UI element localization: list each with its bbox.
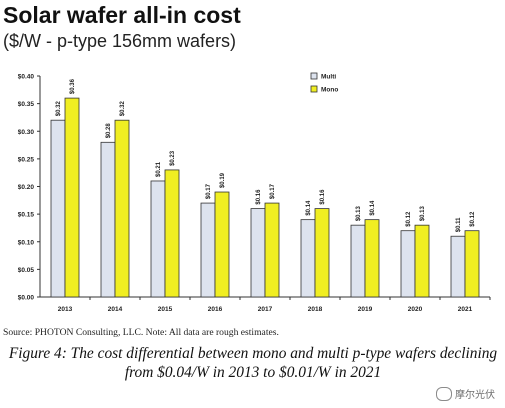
x-tick-label: 2020 <box>408 306 423 313</box>
data-label: $0.11 <box>456 217 462 232</box>
x-tick-label: 2013 <box>58 306 73 313</box>
y-tick-label: $0.00 <box>18 295 35 302</box>
y-tick-label: $0.30 <box>18 129 35 136</box>
data-label: $0.28 <box>106 123 112 139</box>
legend-swatch <box>310 85 318 93</box>
y-tick-label: $0.15 <box>18 212 35 219</box>
bar-mono <box>164 169 180 298</box>
bar-multi <box>450 235 466 298</box>
data-label: $0.14 <box>370 200 376 216</box>
data-label: $0.16 <box>320 189 326 205</box>
bar-multi <box>50 119 66 298</box>
legend-swatch <box>310 72 318 80</box>
watermark: 摩尔光伏 <box>436 386 495 401</box>
bar-mono <box>314 208 330 298</box>
data-label: $0.13 <box>420 205 426 221</box>
y-tick-label: $0.20 <box>18 184 35 191</box>
data-label: $0.19 <box>220 172 226 188</box>
wechat-icon <box>436 386 452 401</box>
bar-mono <box>214 191 230 298</box>
x-tick-label: 2018 <box>308 306 323 313</box>
y-tick-label: $0.25 <box>18 156 35 163</box>
x-tick-label: 2021 <box>458 306 473 313</box>
bar-multi <box>350 224 366 298</box>
bar-multi <box>150 180 166 298</box>
y-tick-label: $0.10 <box>18 239 35 246</box>
bar-multi <box>400 230 416 298</box>
bar-multi <box>100 141 116 298</box>
y-tick-label: $0.40 <box>18 74 35 81</box>
data-label: $0.17 <box>206 183 212 199</box>
bar-multi <box>300 219 316 298</box>
data-label: $0.12 <box>406 211 412 227</box>
data-label: $0.36 <box>70 78 76 94</box>
chart-subtitle: ($/W - p-type 156mm wafers) <box>3 31 237 51</box>
data-label: $0.16 <box>256 189 262 205</box>
data-label: $0.32 <box>120 101 126 117</box>
data-label: $0.23 <box>170 150 176 166</box>
y-tick-label: $0.05 <box>18 267 35 274</box>
bar-mono <box>114 119 130 298</box>
bar-mono <box>364 219 380 298</box>
x-tick-label: 2015 <box>158 306 173 313</box>
bar-chart: $0.00 $0.05 $0.10 $0.15 $0.20 $0.25 $0.30 $0.35… <box>18 72 491 313</box>
bar-mono <box>264 202 280 298</box>
bar-mono <box>464 230 480 298</box>
data-label: $0.17 <box>270 183 276 199</box>
y-tick-label: $0.35 <box>18 101 35 108</box>
bar-multi <box>250 208 266 298</box>
source-note: Source: PHOTON Consulting, LLC. Note: Al… <box>3 327 279 338</box>
data-label: $0.32 <box>56 101 62 117</box>
watermark-text: 摩尔光伏 <box>455 390 495 401</box>
bar-mono <box>414 224 430 298</box>
x-tick-label: 2019 <box>358 306 373 313</box>
legend-label: Mono <box>321 87 338 94</box>
x-tick-label: 2014 <box>108 306 123 313</box>
data-label: $0.13 <box>356 205 362 221</box>
x-tick-label: 2017 <box>258 306 273 313</box>
bar-mono <box>64 97 80 298</box>
legend-label: Multi <box>321 74 336 81</box>
data-label: $0.12 <box>470 211 476 227</box>
x-tick-label: 2016 <box>208 306 223 313</box>
figure-caption: Figure 4: The cost differential between … <box>8 345 498 381</box>
data-label: $0.14 <box>306 200 312 216</box>
chart-title: Solar wafer all-in cost <box>3 2 241 28</box>
bar-multi <box>200 202 216 298</box>
data-label: $0.21 <box>156 161 162 177</box>
